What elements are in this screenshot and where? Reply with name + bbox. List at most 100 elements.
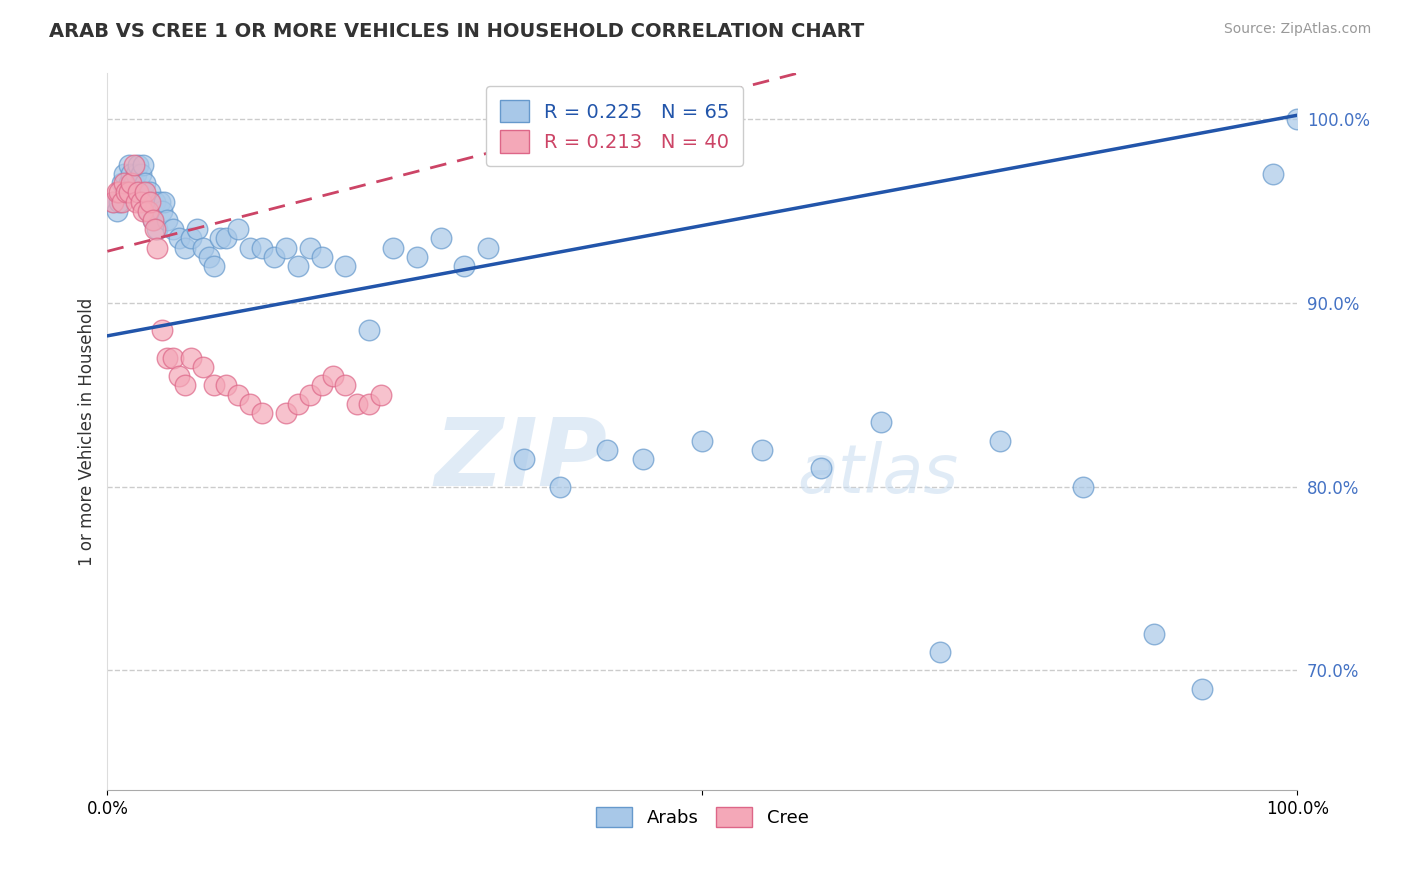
Point <box>250 406 273 420</box>
Point <box>136 203 159 218</box>
Point <box>105 186 128 200</box>
Point <box>631 452 654 467</box>
Point <box>810 461 832 475</box>
Point <box>120 167 142 181</box>
Point <box>298 387 321 401</box>
Point <box>146 241 169 255</box>
Point <box>263 250 285 264</box>
Point <box>149 194 172 209</box>
Point <box>322 369 344 384</box>
Point <box>139 194 162 209</box>
Point <box>112 167 135 181</box>
Point <box>311 378 333 392</box>
Point <box>108 186 131 200</box>
Point <box>162 222 184 236</box>
Point <box>167 369 190 384</box>
Point <box>988 434 1011 448</box>
Point <box>129 167 152 181</box>
Point <box>150 323 173 337</box>
Point <box>335 259 357 273</box>
Point <box>287 259 309 273</box>
Point <box>180 231 202 245</box>
Point <box>191 241 214 255</box>
Point <box>548 480 571 494</box>
Point <box>381 241 404 255</box>
Point <box>453 259 475 273</box>
Y-axis label: 1 or more Vehicles in Household: 1 or more Vehicles in Household <box>79 297 96 566</box>
Point <box>274 241 297 255</box>
Point <box>370 387 392 401</box>
Point <box>105 203 128 218</box>
Point <box>690 434 713 448</box>
Point <box>132 203 155 218</box>
Point <box>197 250 219 264</box>
Point <box>162 351 184 365</box>
Point <box>250 241 273 255</box>
Point <box>115 186 138 200</box>
Point <box>215 378 238 392</box>
Point <box>125 194 148 209</box>
Text: ZIP: ZIP <box>434 414 607 506</box>
Point <box>287 397 309 411</box>
Point <box>103 194 125 209</box>
Point <box>139 186 162 200</box>
Point <box>153 194 176 209</box>
Point <box>359 323 381 337</box>
Point <box>143 222 166 236</box>
Point <box>1263 167 1285 181</box>
Point <box>1143 626 1166 640</box>
Text: atlas: atlas <box>797 442 959 508</box>
Point <box>156 213 179 227</box>
Point <box>125 167 148 181</box>
Point <box>215 231 238 245</box>
Point <box>209 231 232 245</box>
Legend: Arabs, Cree: Arabs, Cree <box>589 799 815 835</box>
Point <box>226 222 249 236</box>
Text: Source: ZipAtlas.com: Source: ZipAtlas.com <box>1223 22 1371 37</box>
Point <box>239 241 262 255</box>
Point <box>143 194 166 209</box>
Point <box>134 176 156 190</box>
Point <box>132 186 155 200</box>
Point <box>226 387 249 401</box>
Point <box>298 241 321 255</box>
Point <box>118 186 141 200</box>
Point <box>1071 480 1094 494</box>
Point <box>112 176 135 190</box>
Point <box>173 241 195 255</box>
Text: ARAB VS CREE 1 OR MORE VEHICLES IN HOUSEHOLD CORRELATION CHART: ARAB VS CREE 1 OR MORE VEHICLES IN HOUSE… <box>49 22 865 41</box>
Point <box>346 397 368 411</box>
Point <box>103 194 125 209</box>
Point <box>1286 112 1309 126</box>
Point <box>122 176 145 190</box>
Point <box>118 158 141 172</box>
Point <box>204 378 226 392</box>
Point <box>127 186 149 200</box>
Point <box>429 231 451 245</box>
Point <box>120 176 142 190</box>
Point <box>311 250 333 264</box>
Point <box>132 158 155 172</box>
Point <box>596 442 619 457</box>
Point <box>335 378 357 392</box>
Point <box>118 176 141 190</box>
Point <box>111 176 134 190</box>
Point <box>167 231 190 245</box>
Point <box>191 360 214 375</box>
Point <box>156 351 179 365</box>
Point <box>180 351 202 365</box>
Point <box>136 203 159 218</box>
Point <box>108 194 131 209</box>
Point <box>146 222 169 236</box>
Point <box>513 452 536 467</box>
Point <box>142 213 165 227</box>
Point <box>111 194 134 209</box>
Point <box>134 186 156 200</box>
Point <box>239 397 262 411</box>
Point <box>359 397 381 411</box>
Point <box>477 241 499 255</box>
Point <box>127 158 149 172</box>
Point <box>1191 681 1213 696</box>
Point <box>129 194 152 209</box>
Point <box>122 158 145 172</box>
